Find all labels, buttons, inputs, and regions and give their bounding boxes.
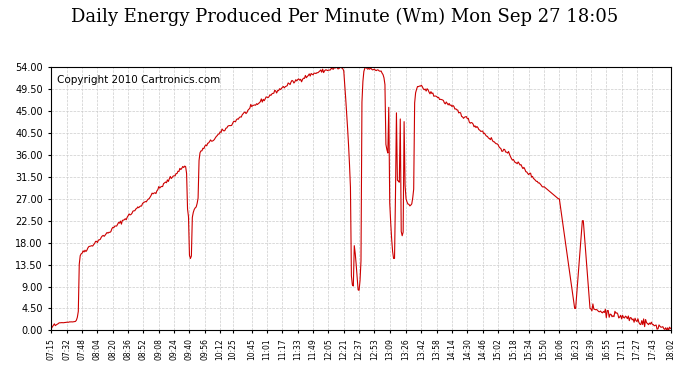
Text: Copyright 2010 Cartronics.com: Copyright 2010 Cartronics.com xyxy=(57,75,220,85)
Text: Daily Energy Produced Per Minute (Wm) Mon Sep 27 18:05: Daily Energy Produced Per Minute (Wm) Mo… xyxy=(71,8,619,26)
